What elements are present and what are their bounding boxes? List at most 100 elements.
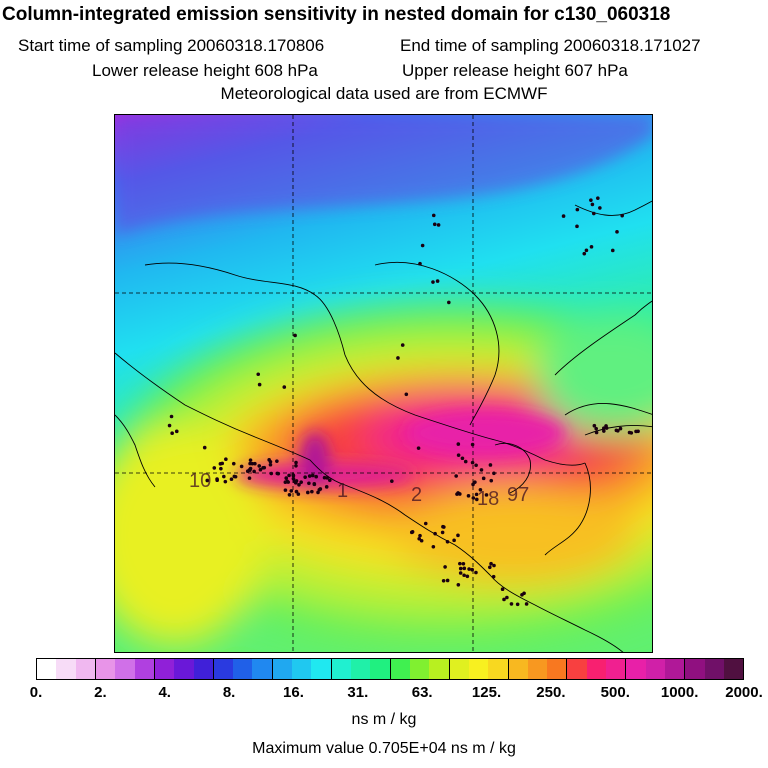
station-marker <box>620 213 624 218</box>
station-marker <box>515 602 520 607</box>
station-marker <box>473 480 477 484</box>
station-marker <box>286 480 291 484</box>
station-marker <box>282 385 287 389</box>
station-marker <box>489 561 493 566</box>
station-marker <box>589 245 594 249</box>
station-marker <box>456 533 460 538</box>
station-marker <box>229 477 234 482</box>
station-marker <box>460 456 465 461</box>
station-marker <box>462 566 467 571</box>
upper-release-label: Upper release height 607 hPa <box>402 61 628 80</box>
station-marker <box>256 372 261 377</box>
colorbar-segment <box>665 659 685 679</box>
station-marker <box>456 453 461 457</box>
station-marker <box>250 461 255 466</box>
station-marker <box>492 471 496 476</box>
station-marker <box>575 224 579 229</box>
lower-release-label: Lower release height 608 hPa <box>92 61 318 80</box>
station-marker <box>215 478 219 483</box>
station-marker <box>400 343 405 347</box>
station-marker <box>303 475 307 479</box>
colorbar-tick-label: 2. <box>94 684 107 701</box>
grid-lines <box>115 115 652 652</box>
station-marker <box>222 474 226 479</box>
colorbar-segment <box>134 659 154 679</box>
station-marker <box>467 567 471 571</box>
colorbar-units: ns m / kg <box>351 711 417 728</box>
station-marker <box>491 574 496 579</box>
station-marker <box>219 466 223 471</box>
station-marker <box>604 426 609 430</box>
station-marker <box>223 479 228 484</box>
colorbar-tick-label: 31. <box>347 684 369 701</box>
station-marker <box>409 530 414 535</box>
station-marker <box>275 471 280 476</box>
colorbar-segment <box>625 659 646 679</box>
station-marker <box>167 423 172 428</box>
station-marker <box>454 474 458 478</box>
station-marker <box>289 489 294 493</box>
station-marker <box>445 578 450 583</box>
station-marker <box>502 597 506 602</box>
colorbar-tick-label: 4. <box>158 684 171 701</box>
station-marker <box>596 196 600 200</box>
map-label-2: 2 <box>411 484 422 506</box>
station-marker <box>268 459 273 464</box>
colorbar-segment <box>37 659 57 679</box>
colorbar-tick-label: 8. <box>222 684 236 701</box>
colorbar-segment <box>115 659 135 679</box>
station-marker <box>471 496 476 500</box>
map-label-10: 10 <box>189 470 211 492</box>
colorbar-segment <box>56 659 76 679</box>
station-marker <box>314 474 319 479</box>
station-marker <box>610 248 615 253</box>
station-marker <box>440 530 445 535</box>
colorbar-segment <box>704 659 724 679</box>
station-marker <box>316 490 320 495</box>
station-marker <box>445 539 450 544</box>
colorbar-segment <box>94 659 116 679</box>
station-marker <box>312 482 317 487</box>
station-marker <box>390 479 394 483</box>
met-data-label: Meteorological data used are from ECMWF <box>220 84 548 103</box>
colorbar-segment <box>271 659 293 679</box>
station-marker <box>310 473 315 478</box>
station-marker <box>488 565 492 570</box>
station-marker <box>417 536 421 541</box>
coastlines <box>115 200 652 652</box>
station-marker <box>239 464 244 469</box>
station-marker <box>294 460 298 465</box>
station-marker <box>423 521 428 526</box>
station-marker <box>418 533 422 538</box>
station-marker <box>257 464 262 468</box>
station-marker <box>262 465 267 470</box>
station-marker <box>629 431 634 435</box>
station-marker <box>458 492 462 496</box>
colorbar-segment <box>252 659 272 679</box>
end-time-label: End time of sampling 20060318.171027 <box>400 36 701 55</box>
colorbar-segment <box>75 659 95 679</box>
station-marker <box>328 478 332 483</box>
station-marker <box>268 462 273 467</box>
station-marker <box>598 206 602 210</box>
station-marker <box>500 587 505 592</box>
station-marker <box>492 563 496 568</box>
colorbar-segment <box>645 659 665 679</box>
colorbar-segment <box>330 659 351 679</box>
station-marker <box>433 531 437 536</box>
station-marker <box>293 333 297 338</box>
station-marker <box>306 490 310 495</box>
colorbar <box>36 658 744 680</box>
station-marker <box>602 426 606 431</box>
station-marker <box>447 300 451 305</box>
colorbar-tick-label: 16. <box>283 684 304 701</box>
colorbar-segment <box>409 659 430 679</box>
station-marker <box>220 461 225 466</box>
station-marker <box>205 478 210 483</box>
station-marker <box>294 463 298 468</box>
station-marker <box>431 213 436 218</box>
station-marker <box>452 538 456 543</box>
station-marker <box>594 430 599 435</box>
station-marker <box>589 198 593 202</box>
station-marker <box>310 489 314 494</box>
